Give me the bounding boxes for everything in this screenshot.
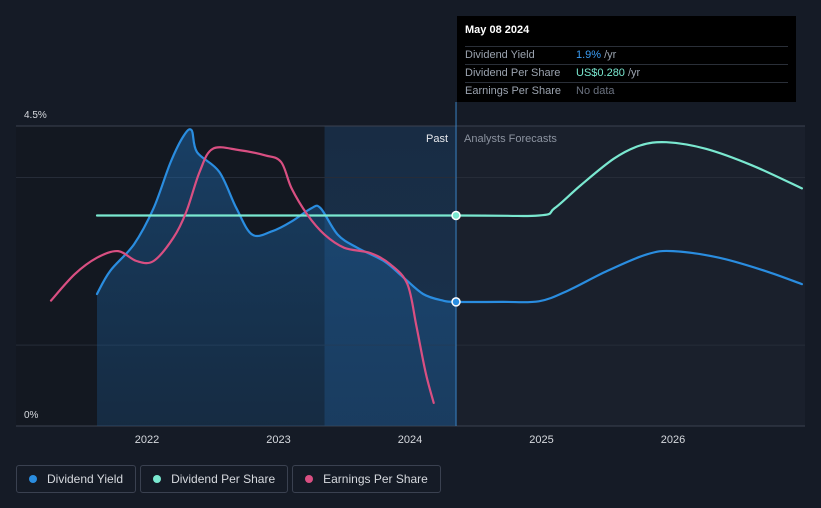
- dividend-yield-line: [95, 128, 803, 304]
- tooltip-unit: /yr: [627, 67, 641, 79]
- legend-dot-icon: [305, 475, 314, 483]
- forecast-region-label: Analysts Forecasts: [464, 133, 557, 145]
- legend-dot-icon: [153, 475, 162, 483]
- legend-item-dividend-per-share[interactable]: Dividend Per Share: [140, 465, 289, 493]
- dividend-yield-area: [97, 129, 457, 426]
- tooltip-row-earnings-per-share: Earnings Per Share No data: [465, 83, 788, 100]
- chart-legend: Dividend Yield Dividend Per Share Earnin…: [16, 465, 441, 493]
- tooltip-label: Dividend Yield: [465, 49, 535, 61]
- tooltip-row-dividend-per-share: Dividend Per Share US$0.280 /yr: [465, 65, 788, 83]
- earnings-per-share-line: [49, 146, 435, 404]
- tooltip-unit: /yr: [604, 49, 617, 61]
- tooltip-label: Dividend Per Share: [465, 67, 561, 79]
- x-tick-label: 2024: [398, 434, 422, 446]
- x-tick-label: 2022: [135, 434, 159, 446]
- tooltip-value: US$0.280: [576, 67, 625, 79]
- tooltip-row-dividend-yield: Dividend Yield 1.9% /yr: [465, 47, 788, 65]
- x-tick-label: 2023: [266, 434, 290, 446]
- x-tick-label: 2026: [661, 434, 685, 446]
- legend-label: Dividend Yield: [47, 472, 124, 486]
- y-axis-max-label: 4.5%: [24, 110, 47, 121]
- tooltip-value: 1.9%: [576, 49, 602, 61]
- legend-item-dividend-yield[interactable]: Dividend Yield: [16, 465, 137, 493]
- dividend-per-share-marker: [451, 210, 461, 221]
- forecast-area: [456, 126, 805, 426]
- legend-dot-icon: [29, 475, 37, 483]
- legend-item-earnings-per-share[interactable]: Earnings Per Share: [292, 465, 441, 493]
- dividend-yield-marker: [451, 297, 461, 307]
- legend-label: Dividend Per Share: [171, 472, 276, 486]
- tooltip-label: Earnings Per Share: [465, 85, 561, 97]
- past-region-label: Past: [426, 133, 448, 145]
- tooltip-date: May 08 2024: [465, 24, 788, 47]
- x-tick-label: 2025: [529, 434, 553, 446]
- dividend-per-share-line: [95, 140, 803, 218]
- tooltip-value: No data: [576, 85, 615, 97]
- data-tooltip: May 08 2024 Dividend Yield 1.9% /yr Divi…: [457, 16, 796, 102]
- legend-label: Earnings Per Share: [323, 472, 428, 486]
- y-axis-min-label: 0%: [24, 410, 39, 421]
